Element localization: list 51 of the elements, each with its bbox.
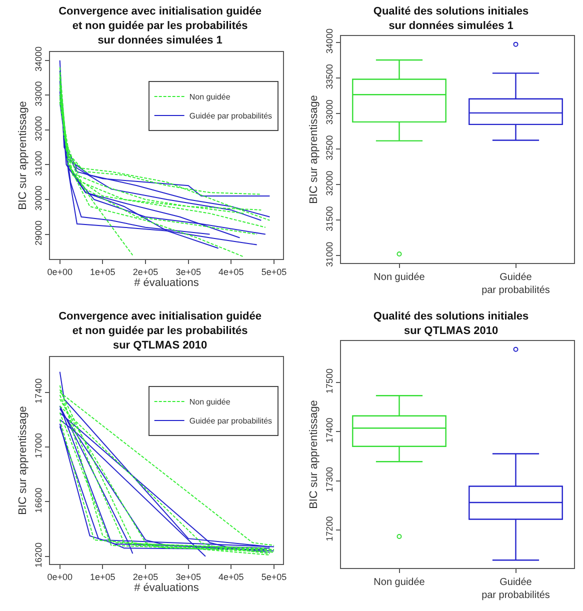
x-tick-label: Guidée par probabilités — [482, 577, 550, 601]
legend-label: Non guidée — [189, 92, 231, 102]
y-axis-title: BIC sur apprentissage — [17, 101, 30, 210]
y-tick-label: 17300 — [324, 466, 334, 492]
x-tick-label: 1e+05 — [90, 266, 116, 277]
y-tick-label: 17200 — [324, 516, 334, 542]
x-tick-label: 4e+05 — [218, 572, 244, 582]
y-tick-label: 29000 — [33, 220, 44, 246]
x-tick-label: Non guidée — [374, 577, 426, 588]
y-axis-title: BIC sur apprentissage — [308, 95, 320, 204]
y-tick-label: 33000 — [33, 81, 44, 106]
y-tick-label: 17400 — [324, 418, 334, 443]
chart-title: Convergence avec initialisation guidée et non guidée par les probabilités sur données simulées 1 — [58, 6, 262, 46]
legend-label: Guidée par probabilités — [189, 112, 272, 121]
y-tick-label: 32000 — [33, 116, 44, 142]
y-tick-label: 33500 — [324, 64, 334, 90]
x-tick-label: 0e+00 — [47, 266, 72, 277]
y-tick-label: 17000 — [33, 433, 44, 458]
y-axis-title: BIC sur apprentissage — [17, 406, 30, 515]
x-axis-title: # évaluations — [134, 277, 200, 289]
x-tick-label: Guidée par probabilités — [482, 272, 550, 296]
x-tick-label: 0e+00 — [47, 572, 72, 582]
y-axis-title: BIC sur apprentissage — [308, 400, 320, 509]
y-tick-label: 17400 — [33, 378, 44, 404]
legend-label: Non guidée — [189, 398, 231, 407]
y-tick-label: 34000 — [33, 46, 44, 72]
x-tick-label: 2e+05 — [132, 572, 158, 582]
legend-label: Guidée par probabilités — [189, 416, 272, 426]
x-tick-label: 2e+05 — [132, 266, 158, 277]
y-tick-label: 33000 — [324, 100, 334, 125]
x-tick-label: 3e+05 — [176, 266, 201, 277]
chart-title: Qualité des solutions initiales sur données simulées 1 — [373, 6, 529, 32]
y-tick-label: 31000 — [324, 242, 334, 267]
x-tick-label: Non guidée — [374, 272, 426, 283]
x-tick-label: 4e+05 — [218, 266, 244, 277]
x-tick-label: 3e+05 — [176, 572, 201, 582]
y-tick-label: 32000 — [324, 170, 334, 196]
x-tick-label: 5e+05 — [261, 266, 287, 277]
chart-title: Qualité des solutions initiales sur QTLMAS 2010 — [373, 310, 529, 338]
y-tick-label: 16600 — [33, 488, 44, 513]
y-tick-label: 34000 — [324, 28, 334, 54]
y-tick-label: 32500 — [324, 135, 334, 160]
x-axis-title: # évaluations — [134, 582, 200, 594]
x-tick-label: 1e+05 — [90, 572, 116, 582]
y-tick-label: 30000 — [33, 186, 44, 211]
y-tick-label: 16200 — [33, 542, 44, 568]
chart-title: Convergence avec initialisation guidée et non guidée par les probabilités sur QTLMAS 2010 — [58, 310, 262, 352]
y-tick-label: 31500 — [324, 206, 334, 232]
x-tick-label: 5e+05 — [261, 572, 287, 582]
y-tick-label: 31000 — [33, 150, 44, 176]
y-tick-label: 17500 — [324, 368, 334, 394]
